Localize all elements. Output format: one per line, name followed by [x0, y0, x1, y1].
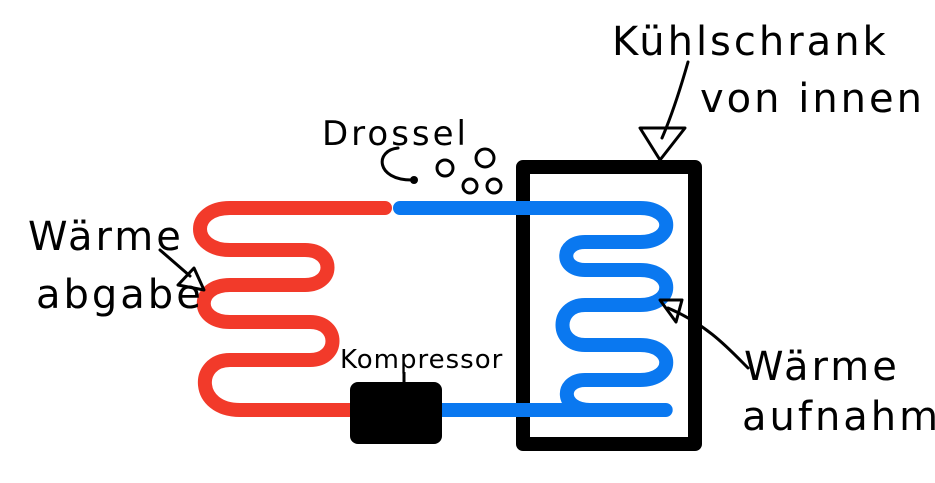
fridge-arrow-shaft	[660, 60, 690, 140]
label-drossel: Drossel	[322, 114, 469, 154]
bubble	[485, 177, 503, 195]
label-waerme-aufnahme-line2: aufnahme	[742, 394, 935, 440]
drossel-pointer	[380, 146, 414, 182]
label-kompressor: Kompressor	[340, 345, 503, 375]
bubble	[435, 158, 455, 178]
label-waerme-aufnahme-line1: Wärme	[744, 344, 900, 390]
fridge-arrow-head	[638, 126, 687, 162]
label-waerme-abgabe-line2: abgabe	[36, 272, 204, 318]
label-waerme-abgabe-line1: Wärme	[28, 214, 184, 260]
condenser-coil	[193, 201, 392, 417]
aufnahme-arrow-head	[658, 298, 684, 324]
label-kuehlschrank-line1: Kühlschrank	[612, 19, 889, 65]
bubble	[474, 147, 496, 169]
aufnahme-arrow-shaft	[666, 306, 750, 370]
abgabe-arrow-head	[176, 266, 206, 292]
drossel-point-dot	[410, 176, 418, 184]
compressor-box	[350, 382, 442, 444]
abgabe-arrow-shaft	[158, 248, 192, 278]
label-kuehlschrank-line2: von innen	[700, 76, 925, 122]
fridge-box	[516, 160, 702, 451]
bubble	[461, 177, 479, 195]
evaporator-coil	[393, 201, 674, 417]
